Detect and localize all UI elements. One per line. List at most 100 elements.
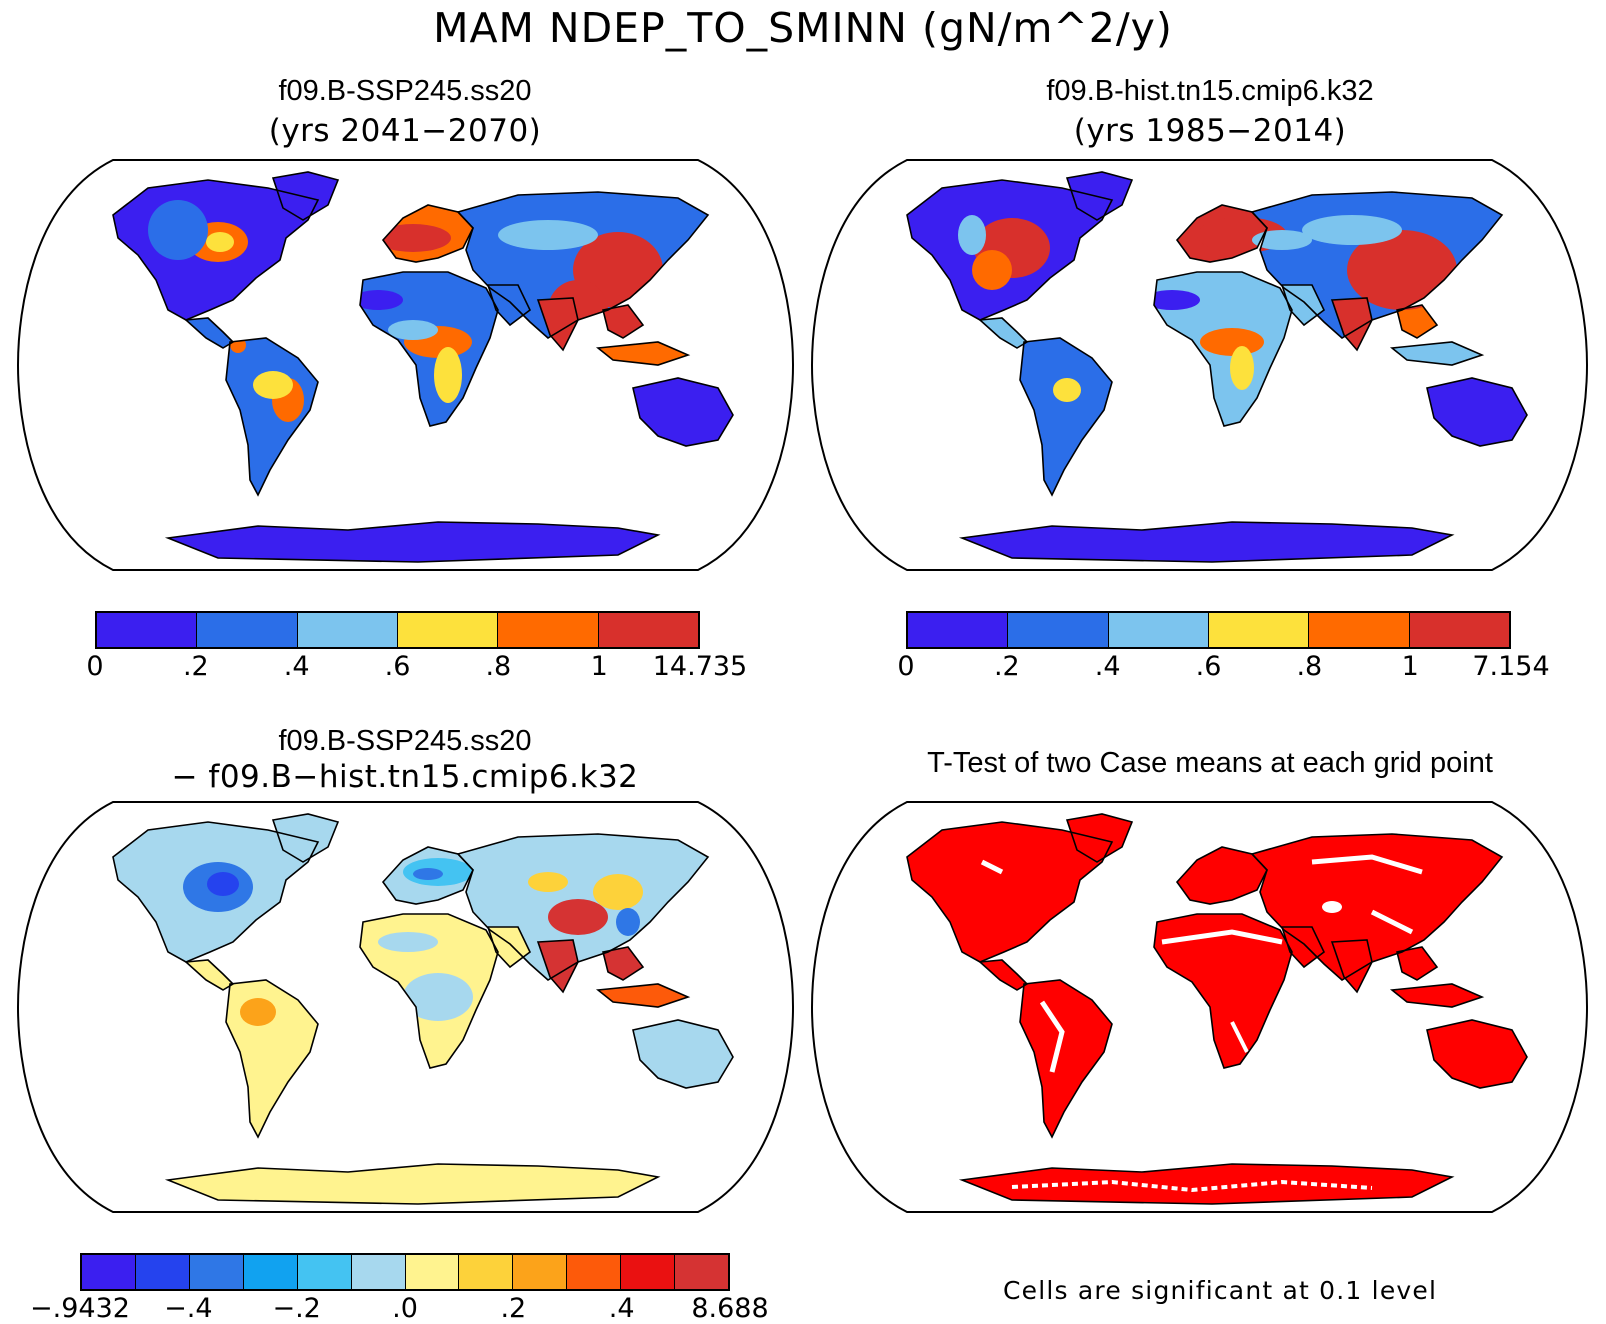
- land-africa: [1154, 914, 1292, 1068]
- coastline: [164, 521, 661, 563]
- land-arabia: [488, 927, 530, 967]
- coastline: [1389, 983, 1485, 1008]
- panel-title-bottom-right: T-Test of two Case means at each grid po…: [927, 747, 1493, 779]
- coastline: [906, 179, 1114, 321]
- coastline: [1065, 813, 1134, 863]
- field-contour: [548, 899, 608, 935]
- colorbar-tick-label: 0: [86, 651, 104, 682]
- colorbar-swatch: [1309, 613, 1410, 647]
- field-contour: [434, 347, 462, 403]
- field-overlay: [183, 858, 643, 1026]
- colorbar-swatch: [621, 1255, 676, 1289]
- coastline: [225, 979, 319, 1139]
- field-contour: [1311, 854, 1423, 875]
- colorbar-tick-label: .2: [182, 651, 209, 682]
- field-overlay: [980, 854, 1423, 1193]
- colorbar-swatch: [405, 1255, 460, 1289]
- field-contour: [403, 973, 473, 1021]
- colorbar-tick-label: 8.688: [691, 1293, 769, 1324]
- panel-title-bottom-left: f09.B-SSP245.ss20: [278, 725, 532, 757]
- field-contour: [240, 998, 276, 1026]
- field-contour: [413, 868, 443, 880]
- colorbar-swatch: [189, 1255, 244, 1289]
- field-contour: [1230, 346, 1254, 390]
- land-group: [112, 171, 734, 563]
- land-antarctica: [962, 1164, 1452, 1204]
- land-antarctica: [962, 522, 1452, 562]
- panel-title-top-left: f09.B-SSP245.ss20: [278, 75, 532, 107]
- field-contour: [1144, 290, 1200, 310]
- panel-subtitle-top-left: (yrs 2041−2070): [268, 113, 542, 149]
- land-australia: [1427, 1020, 1527, 1088]
- colorbar-swatch: [908, 613, 1009, 647]
- land-indonesia: [598, 984, 688, 1007]
- field-contour: [972, 250, 1012, 290]
- field-contour: [375, 224, 451, 252]
- map-border: [16, 801, 795, 1213]
- coastline: [381, 846, 474, 905]
- coastline: [1330, 939, 1373, 994]
- coastline: [1396, 946, 1439, 981]
- field-contour: [1200, 328, 1264, 356]
- map-bottom-left: [16, 801, 795, 1213]
- coastline: [536, 297, 579, 352]
- coastline: [486, 284, 532, 327]
- colorbar-tick-label: .2: [993, 651, 1020, 682]
- land-indonesia: [1392, 342, 1482, 365]
- colorbar-tick-label: 14.735: [652, 651, 748, 682]
- panel-subtitle-bottom-left: − f09.B−hist.tn15.cmip6.k32: [171, 759, 639, 795]
- colorbar-swatch: [498, 613, 599, 647]
- colorbar-swatch: [1008, 613, 1109, 647]
- significance-note: Cells are significant at 0.1 level: [1003, 1276, 1438, 1305]
- coastline: [1065, 171, 1134, 221]
- field-contour: [980, 859, 1004, 875]
- coastline: [1389, 341, 1485, 366]
- map-top-right: [810, 159, 1589, 571]
- field-contour: [1252, 230, 1312, 250]
- colorbar-swatch: [567, 1255, 622, 1289]
- field-contour: [1039, 1000, 1065, 1073]
- coastline: [602, 304, 645, 339]
- coastline: [1153, 913, 1293, 1069]
- colorbar-top-left: [95, 611, 700, 649]
- colorbar-swatch: [135, 1255, 190, 1289]
- colorbar-swatch: [1208, 613, 1310, 647]
- field-contour: [353, 290, 403, 310]
- colorbar-tick-label: .0: [392, 1293, 418, 1324]
- land-india: [1332, 298, 1372, 350]
- colorbar-tick-label: 1: [590, 651, 608, 682]
- land-group: [906, 813, 1528, 1205]
- land-antarctica: [168, 522, 658, 562]
- coastline: [958, 521, 1455, 563]
- coastline: [225, 337, 319, 497]
- colorbar-tick-label: .4: [283, 651, 310, 682]
- land-seasia: [1397, 305, 1437, 338]
- map-bottom-right: [810, 801, 1589, 1213]
- land-central: [980, 318, 1027, 348]
- land-namerica: [907, 822, 1112, 962]
- land-arabia: [488, 285, 530, 325]
- land-indonesia: [598, 342, 688, 365]
- coastline: [112, 821, 320, 963]
- map-border: [810, 801, 1589, 1213]
- land-indonesia: [1392, 984, 1482, 1007]
- coastline: [595, 341, 691, 366]
- colorbar-swatch: [197, 613, 298, 647]
- coastline: [1330, 297, 1373, 352]
- land-arabia: [1282, 285, 1324, 325]
- field-contour: [207, 872, 239, 896]
- field-contour: [593, 874, 643, 910]
- colorbar-swatch: [459, 1255, 514, 1289]
- coastline: [602, 946, 645, 981]
- coastline: [271, 171, 340, 221]
- map-border: [16, 159, 795, 571]
- coastline: [1153, 271, 1293, 427]
- land-australia: [633, 1020, 733, 1088]
- land-australia: [633, 378, 733, 446]
- land-india: [1332, 940, 1372, 992]
- coastline: [1280, 926, 1326, 969]
- coastline: [632, 377, 734, 447]
- coastline: [1426, 1019, 1528, 1089]
- land-group: [112, 813, 734, 1205]
- map-top-left: [16, 159, 795, 571]
